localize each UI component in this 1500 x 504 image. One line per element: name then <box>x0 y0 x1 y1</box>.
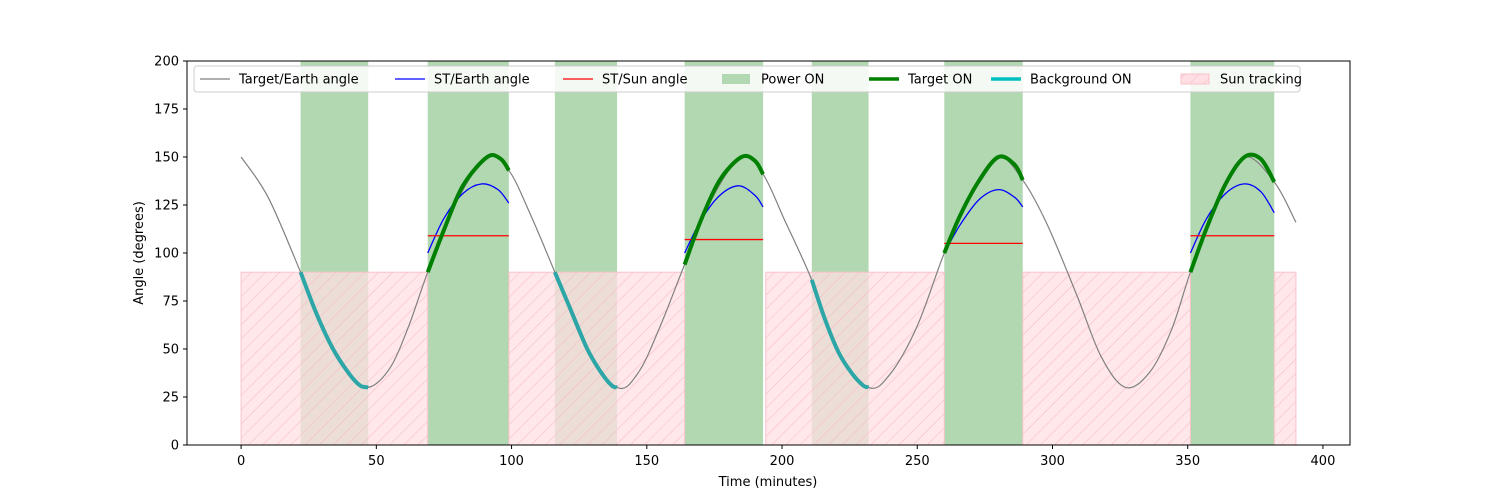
x-tick-label: 250 <box>905 454 930 469</box>
legend-swatch <box>722 74 750 84</box>
st-earth-line <box>1189 183 1275 254</box>
x-axis-label: Time (minutes) <box>718 475 818 490</box>
target-on-line <box>425 153 511 273</box>
sun-tracking-hatch <box>508 272 685 445</box>
x-tick-label: 300 <box>1040 454 1065 469</box>
x-tick-label: 400 <box>1311 454 1336 469</box>
legend-label: Background ON <box>1030 73 1132 88</box>
target-on-line <box>942 154 1025 254</box>
sun-tracking-layer <box>240 271 1297 445</box>
legend-label: Target/Earth angle <box>238 73 359 88</box>
target-on-line <box>682 153 765 266</box>
power-on-band <box>1190 61 1275 445</box>
y-tick-label: 75 <box>162 295 179 310</box>
background-on-line <box>552 271 618 390</box>
legend-label: ST/Sun angle <box>602 73 688 88</box>
y-tick-label: 175 <box>154 103 179 118</box>
power-on-band <box>944 61 1023 445</box>
y-tick-label: 200 <box>154 55 179 70</box>
target-earth-line <box>240 154 1297 390</box>
y-tick-label: 25 <box>162 391 179 406</box>
legend-label: Sun tracking <box>1220 73 1302 88</box>
st-earth-line <box>943 188 1024 254</box>
sun-tracking-hatch <box>1274 272 1296 445</box>
st-earth-line <box>427 183 510 254</box>
legend-label: Target ON <box>907 73 972 88</box>
y-tick-label: 50 <box>162 343 179 358</box>
power-on-band <box>427 61 509 445</box>
x-tick-label: 200 <box>770 454 795 469</box>
y-tick-label: 125 <box>154 199 179 214</box>
x-tick-label: 350 <box>1175 454 1200 469</box>
x-tick-label: 0 <box>237 454 245 469</box>
sun-tracking-hatch <box>1022 272 1191 445</box>
x-tick-label: 100 <box>499 454 524 469</box>
x-tick-label: 50 <box>368 454 385 469</box>
sun-tracking-hatch <box>765 272 945 445</box>
background-on-line <box>809 279 870 390</box>
y-tick-label: 150 <box>154 151 179 166</box>
legend-label: Power ON <box>761 73 824 88</box>
legend: Target/Earth angle ST/Earth angle ST/Sun a… <box>193 65 1302 93</box>
x-axis: 0 50 100 150 200 250 300 350 400 <box>237 445 1335 469</box>
target-on-line <box>1188 152 1277 273</box>
y-tick-label: 100 <box>154 247 179 262</box>
y-axis: 0 25 50 75 100 125 150 175 200 <box>154 55 187 454</box>
y-tick-label: 0 <box>171 439 179 454</box>
background-on-line <box>298 271 369 390</box>
x-tick-label: 150 <box>634 454 659 469</box>
y-axis-label: Angle (degrees) <box>132 201 147 305</box>
legend-label: ST/Earth angle <box>434 73 530 88</box>
power-on-band <box>684 61 764 445</box>
series-layer <box>240 152 1297 390</box>
legend-swatch-hatch <box>1181 74 1209 84</box>
sun-tracking-hatch <box>241 272 428 445</box>
